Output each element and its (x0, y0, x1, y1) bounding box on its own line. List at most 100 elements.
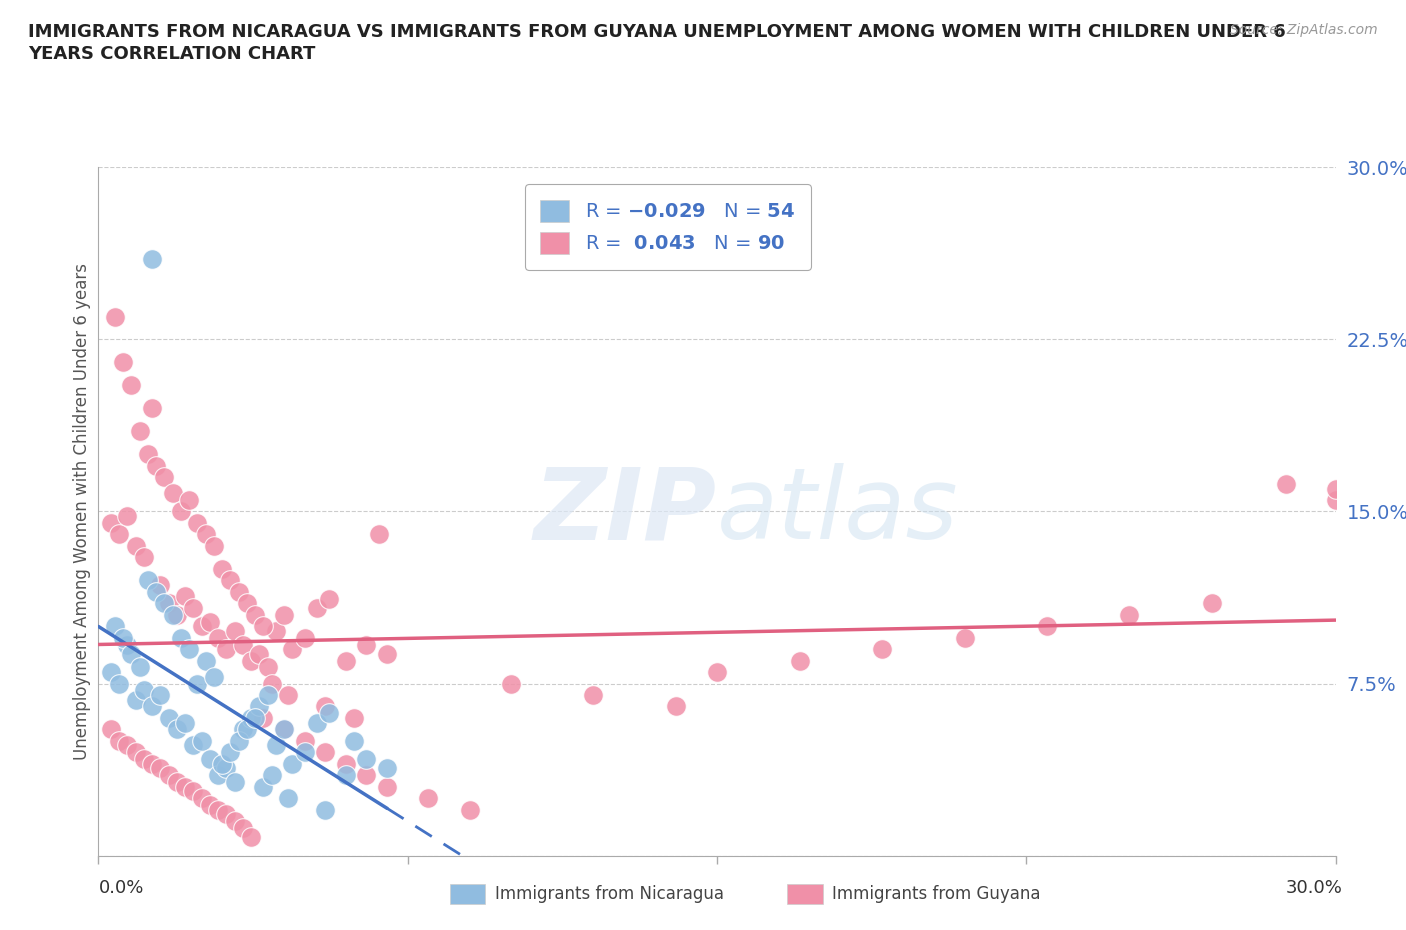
Point (277, 790, 299, 805)
Point (104, 618, 127, 633)
Point (1201, 596, 1223, 611)
Y-axis label: Unemployment Among Women with Children Under 6 years: Unemployment Among Women with Children U… (73, 263, 91, 760)
Point (179, 642, 201, 657)
Point (170, 631, 193, 645)
Point (207, 803, 229, 817)
Point (198, 751, 221, 766)
Point (215, 807, 238, 822)
Point (260, 768, 283, 783)
Point (277, 687, 299, 702)
Point (252, 779, 274, 794)
Point (240, 653, 263, 668)
Point (314, 699, 336, 714)
Point (281, 756, 304, 771)
Point (153, 470, 176, 485)
Point (128, 660, 150, 675)
Point (305, 601, 328, 616)
Point (157, 711, 180, 725)
Point (166, 722, 188, 737)
Point (198, 798, 221, 813)
Point (1275, 476, 1298, 491)
Point (294, 734, 316, 749)
Text: YEARS CORRELATION CHART: YEARS CORRELATION CHART (28, 45, 315, 62)
Point (281, 642, 304, 657)
Point (181, 738, 204, 753)
Point (367, 527, 389, 542)
Point (157, 596, 180, 611)
Point (153, 596, 176, 611)
Point (219, 745, 242, 760)
Point (247, 646, 270, 661)
Point (112, 631, 135, 645)
Point (132, 751, 155, 766)
Point (236, 596, 259, 611)
Point (211, 562, 233, 577)
Point (953, 631, 976, 645)
Point (194, 653, 217, 668)
Point (706, 665, 728, 680)
Point (232, 820, 254, 835)
Text: 0.0%: 0.0% (98, 879, 143, 897)
Point (1118, 607, 1140, 622)
Point (1324, 493, 1347, 508)
Point (264, 623, 287, 638)
Legend: R = $\bf{-0.029}$   N = $\bf{54}$, R =  $\bf{0.043}$   N = $\bf{90}$: R = $\bf{-0.029}$ N = $\bf{54}$, R = $\b… (524, 184, 810, 270)
Point (136, 446, 159, 461)
Point (356, 751, 378, 766)
Point (141, 252, 163, 267)
Point (228, 734, 250, 749)
Point (124, 692, 146, 707)
Point (294, 631, 316, 645)
Point (124, 745, 146, 760)
Point (256, 687, 278, 702)
Point (356, 637, 378, 652)
Point (141, 699, 163, 714)
Point (232, 637, 254, 652)
Point (215, 761, 238, 776)
Point (190, 790, 212, 805)
Point (186, 515, 208, 530)
Point (108, 676, 131, 691)
Point (194, 527, 217, 542)
Point (582, 687, 605, 702)
Point (343, 711, 366, 725)
Point (117, 738, 139, 753)
Point (499, 676, 522, 691)
Point (314, 745, 336, 760)
Point (294, 745, 316, 760)
Point (215, 642, 238, 657)
Point (179, 493, 201, 508)
Point (870, 642, 893, 657)
Point (124, 538, 146, 553)
Text: IMMIGRANTS FROM NICARAGUA VS IMMIGRANTS FROM GUYANA UNEMPLOYMENT AMONG WOMEN WIT: IMMIGRANTS FROM NICARAGUA VS IMMIGRANTS … (28, 23, 1286, 41)
Point (260, 676, 283, 691)
Point (224, 814, 246, 829)
Point (202, 670, 225, 684)
Point (157, 768, 180, 783)
Point (243, 607, 266, 622)
Point (145, 584, 167, 599)
Point (236, 722, 259, 737)
Point (149, 761, 172, 776)
Text: Immigrants from Guyana: Immigrants from Guyana (832, 884, 1040, 903)
Point (174, 779, 197, 794)
Point (100, 515, 122, 530)
Point (335, 768, 357, 783)
Point (186, 676, 208, 691)
Point (252, 711, 274, 725)
Point (305, 715, 328, 730)
Point (100, 665, 122, 680)
Point (149, 578, 172, 592)
Point (100, 722, 122, 737)
Point (174, 715, 197, 730)
Point (112, 355, 135, 370)
Point (207, 768, 229, 783)
Point (132, 550, 155, 565)
Point (335, 653, 357, 668)
Text: 30.0%: 30.0% (1286, 879, 1343, 897)
Point (219, 573, 242, 588)
Point (211, 756, 233, 771)
Point (273, 722, 295, 737)
Point (198, 614, 221, 629)
Point (108, 734, 131, 749)
